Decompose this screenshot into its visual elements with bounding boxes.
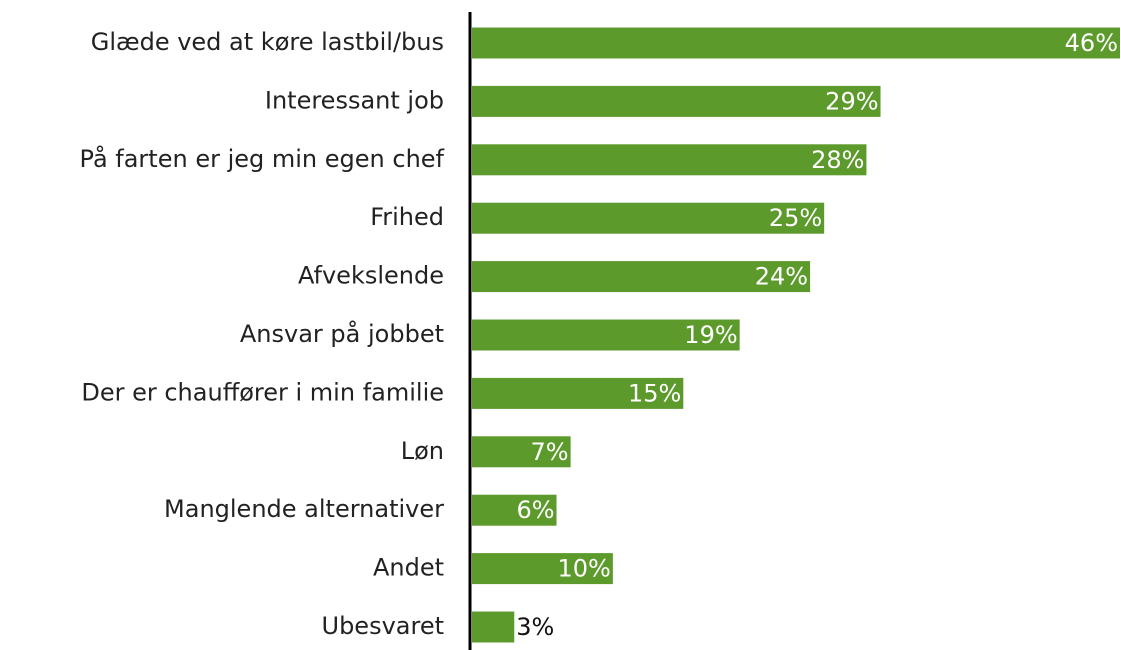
bar [472,261,811,293]
bar [472,377,684,409]
value-label: 15% [628,379,681,407]
y-tick-label: Ubesvaret [322,612,445,640]
y-tick-label: Frihed [370,203,444,231]
value-label: 25% [769,204,822,232]
value-label: 29% [825,87,878,115]
y-tick-label: Der er chauffører i min familie [81,378,444,406]
bar [472,202,825,234]
y-tick-label: På farten er jeg min egen chef [80,144,445,173]
value-label: 6% [516,496,554,524]
y-tick-label: Andet [373,554,444,582]
y-tick-label: Afvekslende [298,262,444,290]
bar [472,144,867,176]
bar [472,436,571,468]
y-tick-label: Manglende alternativer [164,495,444,523]
value-label: 46% [1065,29,1118,57]
y-tick-label: Interessant job [265,86,444,114]
y-tick-label: Glæde ved at køre lastbil/bus [91,28,444,56]
bar [472,319,740,351]
value-label: 19% [684,321,737,349]
y-tick-label: Ansvar på jobbet [240,319,444,348]
value-label: 3% [516,613,554,641]
value-label: 10% [558,555,611,583]
value-label: 28% [811,146,864,174]
y-tick-label: Løn [401,437,444,465]
bar [472,494,557,526]
bar [472,611,515,643]
value-label: 24% [755,263,808,291]
bar [472,27,1120,59]
value-label: 7% [531,438,569,466]
bar [472,553,613,585]
bar [472,85,881,117]
